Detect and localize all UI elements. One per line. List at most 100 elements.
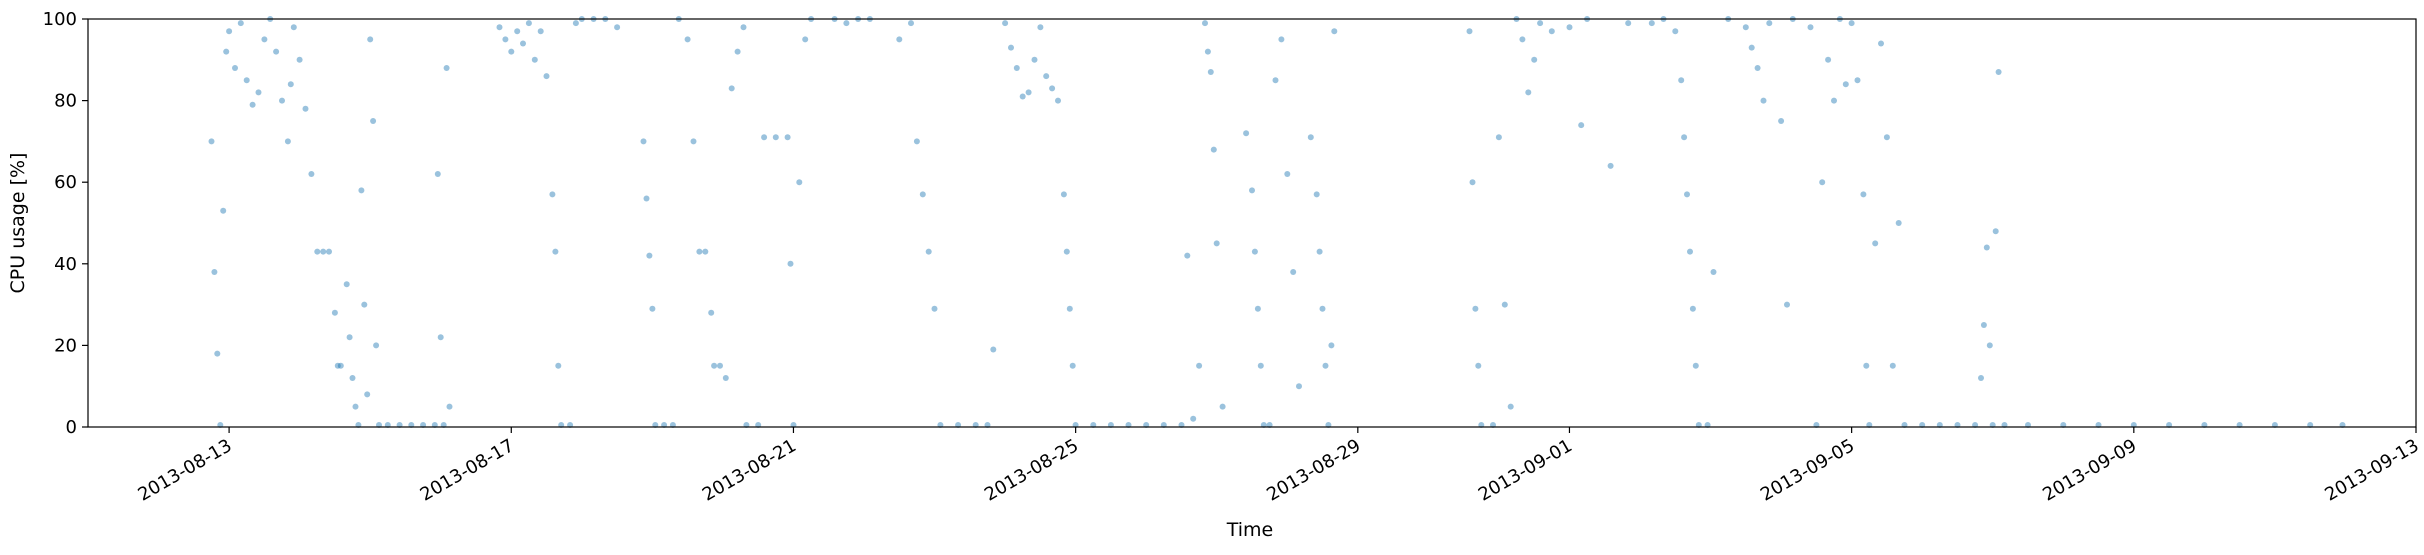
data-point [1537, 20, 1544, 27]
data-point [1978, 375, 1984, 381]
data-point [896, 36, 903, 43]
data-point [1980, 322, 1987, 328]
data-point [223, 48, 230, 55]
data-point [696, 248, 703, 255]
data-point [640, 138, 647, 145]
data-point [931, 305, 938, 312]
x-tick-label: 2013-08-17 [417, 435, 518, 505]
data-point [326, 248, 332, 255]
data-point [1819, 179, 1826, 186]
data-point [249, 101, 256, 108]
data-point [273, 48, 280, 55]
data-point [1031, 56, 1038, 63]
data-point [1848, 20, 1855, 27]
data-point [1495, 134, 1502, 141]
data-point [1889, 362, 1896, 369]
data-point [1831, 97, 1837, 104]
data-point [1854, 77, 1861, 84]
data-point [1272, 77, 1279, 84]
data-point [1013, 65, 1020, 71]
data-point [434, 171, 441, 177]
data-point [708, 309, 715, 316]
data-point [1331, 28, 1338, 35]
data-point [722, 375, 729, 381]
data-point [843, 20, 850, 27]
data-point [1316, 248, 1323, 255]
data-point [1249, 187, 1255, 194]
data-point [919, 191, 926, 198]
data-point [728, 85, 735, 92]
data-point [279, 97, 285, 104]
data-point [520, 40, 526, 47]
data-point [537, 28, 544, 35]
data-point [543, 73, 550, 80]
y-tick-label: 60 [54, 172, 77, 193]
data-point [1184, 252, 1191, 259]
data-point [702, 248, 709, 255]
x-axis-label: Time [1226, 519, 1274, 541]
data-point [1766, 20, 1773, 27]
data-point [1748, 44, 1755, 51]
data-point [1678, 77, 1685, 84]
data-point [784, 134, 791, 141]
data-point [1019, 93, 1026, 100]
data-point [1251, 248, 1258, 255]
data-point [243, 77, 250, 84]
data-point [1995, 69, 2002, 75]
data-point [1672, 28, 1679, 35]
data-point [761, 134, 768, 141]
data-point [343, 281, 350, 288]
data-point [1566, 24, 1573, 31]
data-point [337, 362, 344, 369]
data-point [1986, 342, 1993, 349]
data-point [446, 403, 453, 410]
data-point [1055, 97, 1061, 104]
data-point [925, 248, 932, 255]
data-point [1025, 89, 1032, 96]
data-point [802, 36, 809, 43]
data-point [1692, 362, 1699, 369]
data-point [740, 24, 747, 31]
data-point [1210, 146, 1217, 153]
data-point [1204, 48, 1211, 55]
data-point [646, 252, 653, 259]
data-point [302, 105, 309, 112]
data-point [255, 89, 262, 96]
data-point [1190, 415, 1197, 422]
data-point [496, 24, 503, 31]
data-point [1507, 403, 1514, 410]
data-point [787, 260, 794, 267]
data-point [334, 362, 341, 369]
data-point [232, 65, 238, 71]
data-point [614, 24, 621, 31]
data-point [1878, 40, 1884, 47]
data-point [1754, 65, 1761, 71]
data-point [443, 65, 450, 71]
data-point [1742, 24, 1749, 31]
y-tick-label: 40 [54, 254, 77, 275]
data-point [320, 248, 327, 255]
x-tick-label: 2013-09-09 [2039, 435, 2140, 505]
data-point [502, 36, 509, 43]
data-point [1060, 191, 1067, 198]
x-tick-label: 2013-09-05 [1757, 435, 1858, 505]
data-point [287, 81, 294, 88]
data-point [734, 48, 741, 55]
data-point [1548, 28, 1555, 35]
data-point [1063, 248, 1070, 255]
data-point [290, 24, 297, 31]
data-point [437, 334, 444, 341]
data-point [1290, 269, 1297, 275]
data-point [1519, 36, 1526, 43]
x-tick-label: 2013-08-13 [134, 435, 235, 505]
data-point [711, 362, 718, 369]
data-point [1710, 269, 1717, 275]
data-point [226, 28, 233, 35]
x-tick-label: 2013-09-01 [1475, 435, 1576, 505]
data-point [552, 248, 559, 255]
data-point [1648, 20, 1655, 27]
data-point [1307, 134, 1314, 141]
data-point [308, 171, 315, 177]
